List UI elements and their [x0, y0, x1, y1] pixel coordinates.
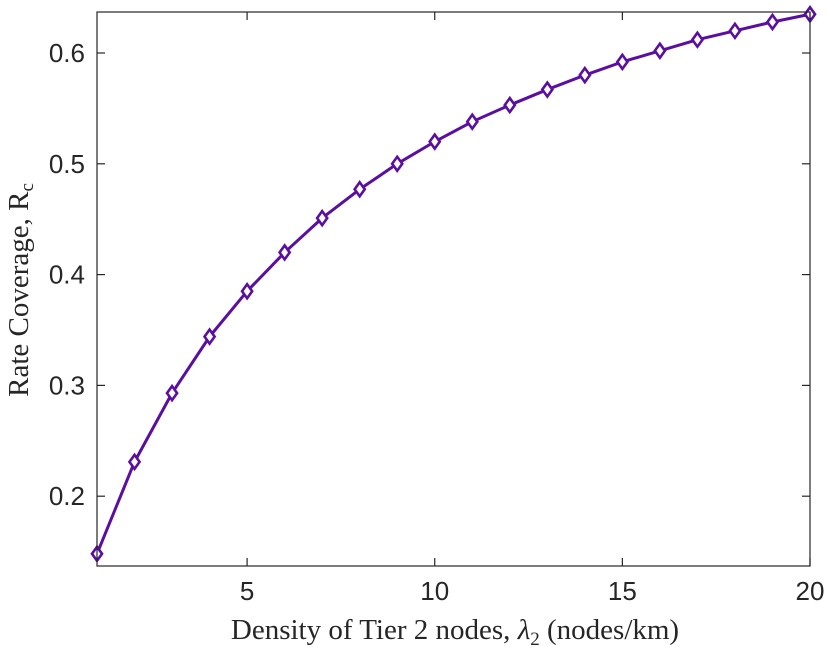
data-point-diamond [315, 208, 329, 228]
x-tick-label: 15 [608, 576, 637, 606]
data-point-diamond [615, 52, 630, 72]
data-point-diamond [465, 112, 479, 131]
data-point-diamond [353, 180, 367, 199]
data-point-diamond [765, 12, 780, 32]
data-point-diamond [653, 41, 667, 61]
y-tick-label: 0.5 [49, 149, 85, 179]
y-axis-label: Rate Coverage, Rc [3, 183, 38, 397]
data-point-diamond [390, 154, 404, 174]
x-tick-label: 20 [796, 576, 825, 606]
data-point-diamond [690, 30, 705, 49]
plot-background [97, 12, 810, 566]
series-line [95, 12, 811, 555]
data-point-diamond [277, 243, 292, 262]
y-tick-label: 0.2 [49, 481, 85, 511]
x-tick-label: 5 [240, 576, 254, 606]
data-point-diamond [728, 21, 742, 41]
y-tick-label: 0.6 [49, 38, 85, 68]
data-point-diamond [578, 65, 592, 85]
y-tick-label: 0.4 [49, 260, 85, 290]
plot-frame [96, 11, 811, 567]
chart-ticks: 5 10 15 20 0.2 0.3 0.4 0.5 0.6 [49, 12, 825, 606]
data-point-diamond [202, 327, 217, 346]
chart-marks [90, 4, 817, 564]
data-point-diamond [428, 132, 442, 151]
data-point-diamond [240, 281, 254, 301]
data-point-diamond [503, 95, 517, 115]
x-tick-label: 10 [420, 576, 449, 606]
data-point-diamond [127, 452, 142, 472]
y-tick-label: 0.3 [49, 370, 85, 400]
data-point-diamond [165, 383, 179, 403]
data-point-diamond [540, 80, 554, 99]
x-axis-label: Density of Tier 2 nodes, λ2 (nodes/km) [231, 614, 679, 650]
